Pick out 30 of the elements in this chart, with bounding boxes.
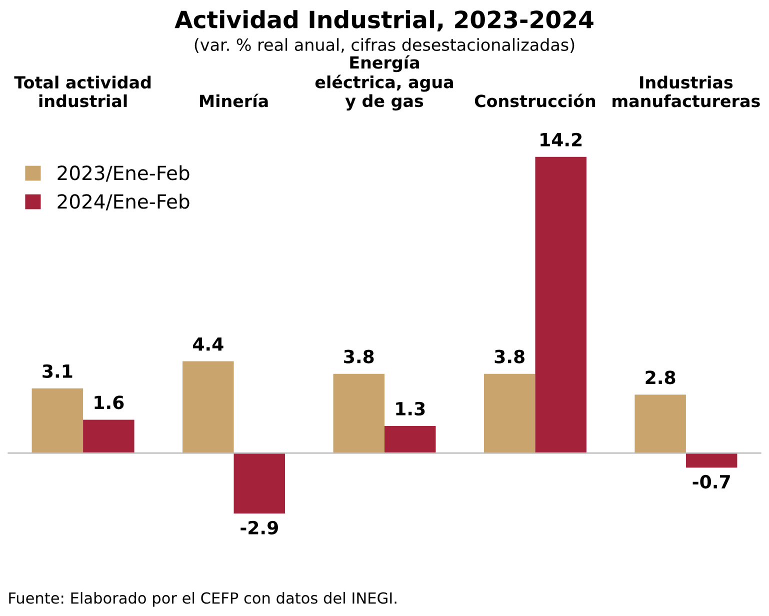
x-tick-label: Total actividad industrial xyxy=(14,76,151,108)
data-label: 1.6 xyxy=(94,396,124,410)
chart-title: Actividad Industrial, 2023-2024 xyxy=(174,10,594,32)
x-tick-label: Construcción xyxy=(474,94,596,108)
data-label: -0.7 xyxy=(692,474,730,489)
data-label: 14.2 xyxy=(540,132,582,146)
data-label: 3.8 xyxy=(344,350,374,364)
bar xyxy=(384,426,436,454)
bar xyxy=(234,453,286,514)
bar xyxy=(686,453,738,468)
data-label: 4.4 xyxy=(192,337,224,351)
bar xyxy=(83,420,134,454)
bar xyxy=(484,374,536,454)
source-note: Fuente: Elaborado por el CEFP con datos del INEGI. xyxy=(9,592,396,607)
bar xyxy=(182,361,234,454)
data-label: -2.9 xyxy=(240,520,278,534)
data-label: 3.1 xyxy=(42,364,72,378)
bar xyxy=(32,388,84,454)
bar xyxy=(535,156,586,454)
x-tick-label: Minería xyxy=(200,94,268,108)
x-tick-label: Industrias manufactureras xyxy=(612,76,760,108)
legend-label: 2024/Ene-Feb xyxy=(58,194,190,210)
data-label: 2.8 xyxy=(646,370,676,384)
chart-subtitle: (var. % real anual, cifras desestacionalizadas) xyxy=(194,38,574,53)
legend-label: 2023/Ene-Feb xyxy=(58,165,190,182)
bar xyxy=(333,374,384,454)
data-label: 3.8 xyxy=(494,350,524,364)
bar xyxy=(634,394,686,454)
x-tick-label: Energía eléctrica, agua y de gas xyxy=(315,55,454,111)
data-label: 1.3 xyxy=(396,402,425,416)
